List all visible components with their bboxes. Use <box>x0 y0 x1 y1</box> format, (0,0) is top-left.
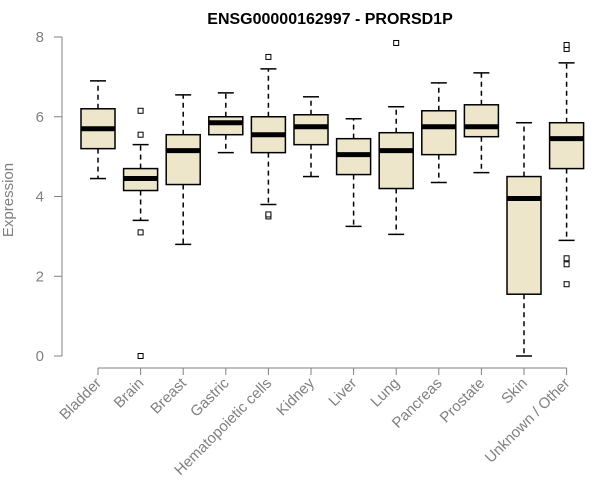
box-iqr <box>293 114 329 146</box>
box-lung <box>378 39 414 236</box>
x-tick-label: Brain <box>111 375 148 412</box>
box-liver <box>335 117 372 228</box>
box-iqr <box>165 133 201 186</box>
x-tick-label: Skin <box>498 375 531 408</box>
y-axis: 0 2 4 6 8 <box>36 29 63 365</box>
box-gastric <box>208 92 244 154</box>
outlier-point <box>393 39 400 46</box>
outlier-point <box>137 229 144 236</box>
box-iqr <box>421 110 457 156</box>
x-tick-label: Liver <box>325 375 360 410</box>
chart-title: ENSG00000162997 - PRORSD1P <box>207 11 453 28</box>
box-iqr <box>208 116 244 136</box>
box-hematopoietic-cells <box>250 53 287 220</box>
outlier-point <box>563 41 570 48</box>
outlier-point <box>563 255 570 262</box>
box-prostate <box>463 72 500 174</box>
outlier-point <box>265 53 272 60</box>
outlier-point <box>137 131 144 138</box>
box-iqr <box>548 121 585 170</box>
outlier-point <box>137 107 144 114</box>
box-kidney <box>293 96 329 178</box>
x-tick-label: Prostate <box>437 375 489 427</box>
box-series <box>80 39 585 359</box>
outlier-point <box>137 353 144 359</box>
box-iqr <box>463 104 500 138</box>
x-tick-label: Bladder <box>56 375 105 424</box>
box-skin <box>506 121 542 357</box>
box-iqr <box>506 175 542 295</box>
box-bladder <box>80 80 116 180</box>
x-tick-label: Lung <box>367 375 403 411</box>
box-unknown-other <box>548 41 585 288</box>
box-breast <box>165 94 201 246</box>
y-tick-label: 0 <box>36 348 44 365</box>
x-tick-label: Kidney <box>273 374 318 419</box>
y-tick-label: 6 <box>36 109 44 126</box>
y-tick-label: 4 <box>36 189 44 206</box>
outlier-point <box>563 261 570 268</box>
y-tick-label: 2 <box>36 268 44 285</box>
y-tick-label: 8 <box>36 29 44 46</box>
y-axis-label: Expression <box>0 163 17 237</box>
outlier-point <box>265 211 272 218</box>
box-brain <box>122 107 159 359</box>
outlier-point <box>563 281 570 288</box>
x-tick-label: Breast <box>147 374 190 417</box>
box-pancreas <box>421 82 457 184</box>
box-iqr <box>378 131 414 190</box>
